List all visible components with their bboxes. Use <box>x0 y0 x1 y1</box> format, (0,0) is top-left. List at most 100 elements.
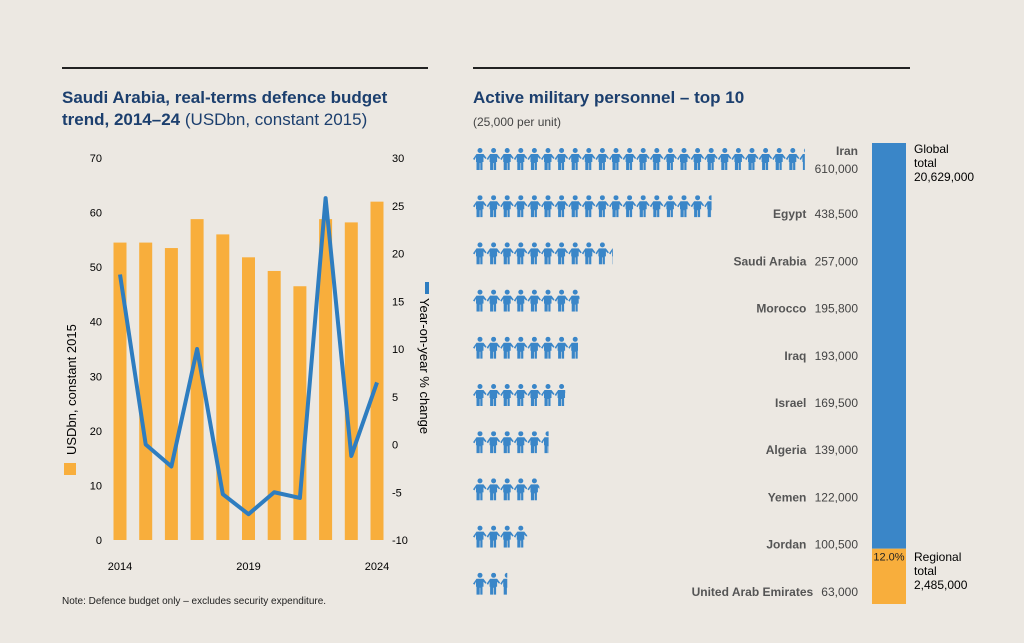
soldier-icon <box>500 572 508 595</box>
soldier-icon <box>486 242 501 265</box>
global-total-label: Global <box>914 142 949 156</box>
soldier-icon <box>731 148 745 170</box>
soldier-icon <box>745 148 759 170</box>
soldier-icon <box>595 195 609 218</box>
soldier-icon <box>595 242 609 265</box>
right-tick-label: -10 <box>392 535 408 547</box>
value-label: 438,500 <box>815 207 859 221</box>
soldier-icon <box>486 572 501 595</box>
right-tick-label: 10 <box>392 344 404 356</box>
soldier-icon <box>513 478 528 501</box>
soldier-icon <box>581 195 596 218</box>
value-label: 193,000 <box>815 349 859 363</box>
soldier-icon <box>473 478 487 501</box>
global-total-label: 20,629,000 <box>914 170 974 184</box>
budget-bar <box>344 222 358 540</box>
soldier-icon <box>473 289 487 312</box>
left-tick-label: 0 <box>96 535 102 547</box>
soldier-icon <box>473 195 487 218</box>
soldier-icon <box>500 289 514 312</box>
budget-bar <box>139 242 153 541</box>
soldier-icon <box>581 242 596 265</box>
soldier-icon <box>554 289 569 312</box>
value-label: 257,000 <box>815 254 859 268</box>
soldier-icon <box>500 384 514 406</box>
soldier-icon <box>513 336 528 359</box>
country-label: Yemen <box>768 490 807 504</box>
soldier-icon <box>473 336 487 359</box>
soldier-icon <box>513 195 528 218</box>
soldier-icon <box>717 148 732 170</box>
soldier-icon <box>554 148 569 170</box>
left-axis-label: USDbn, constant 2015 <box>64 324 79 475</box>
soldier-icon <box>486 336 501 359</box>
soldier-icon <box>486 525 501 548</box>
soldier-icon <box>677 148 691 170</box>
soldier-icon <box>513 431 528 454</box>
soldier-icon <box>690 148 705 170</box>
global-total-bar <box>872 143 906 549</box>
soldier-icon <box>486 289 501 312</box>
soldier-icon <box>513 384 528 406</box>
right-tick-label: 15 <box>392 296 404 308</box>
title-unit: (USDbn, constant 2015) <box>184 110 368 129</box>
country-label: Jordan <box>766 538 806 552</box>
soldier-icon <box>541 289 555 312</box>
right-tick-label: 30 <box>392 153 404 165</box>
soldier-icon <box>649 148 664 170</box>
soldier-icon <box>568 289 580 312</box>
left-tick-label: 50 <box>90 262 102 274</box>
soldier-icon <box>609 242 613 265</box>
right-chart-title: Active military personnel – top 10 <box>473 88 745 107</box>
soldier-icon <box>527 478 540 501</box>
soldier-icon <box>677 195 691 218</box>
soldier-icon <box>568 148 582 170</box>
right-chart-subtitle: (25,000 per unit) <box>473 115 562 129</box>
soldier-icon <box>513 148 528 170</box>
right-axis-label: Year-on-year % change <box>417 282 432 434</box>
pictogram-row <box>473 525 528 548</box>
soldier-icon <box>541 242 555 265</box>
soldier-icon <box>554 242 569 265</box>
regional-share-label: 12.0% <box>873 552 904 564</box>
soldier-icon <box>486 478 501 501</box>
budget-bar <box>293 286 307 540</box>
title-text: Saudi Arabia, real-terms defence budget … <box>62 88 388 129</box>
left-tick-label: 20 <box>90 426 102 438</box>
left-tick-label: 60 <box>90 208 102 220</box>
budget-bar <box>216 234 230 540</box>
soldier-icon <box>541 431 549 454</box>
regional-total-label: Regional <box>914 550 961 564</box>
soldier-icon <box>500 431 514 454</box>
right-tick-label: 25 <box>392 201 404 213</box>
pictogram-row <box>473 336 578 359</box>
left-top-rule <box>62 67 428 69</box>
budget-bar <box>319 219 333 540</box>
pictogram-row <box>473 431 549 454</box>
soldier-icon <box>473 242 487 265</box>
right-tick-label: -5 <box>392 487 402 499</box>
soldier-icon <box>799 148 805 170</box>
soldier-icon <box>704 195 712 218</box>
soldier-icon <box>500 148 514 170</box>
x-tick-label: 2024 <box>365 561 389 573</box>
country-label: Egypt <box>773 207 806 221</box>
country-label: Iraq <box>784 349 806 363</box>
soldier-icon <box>636 195 650 218</box>
soldier-icon <box>500 242 514 265</box>
soldier-icon <box>527 242 541 265</box>
left-tick-label: 10 <box>90 480 102 492</box>
soldier-icon <box>772 148 786 170</box>
soldier-icon <box>527 431 541 454</box>
regional-total-bar <box>872 548 906 604</box>
pictogram-row <box>473 289 580 312</box>
value-label: 63,000 <box>821 585 858 599</box>
value-label: 122,000 <box>815 490 859 504</box>
budget-bar <box>190 219 204 540</box>
budget-bar <box>242 257 255 540</box>
soldier-icon <box>527 525 528 548</box>
soldier-icon <box>500 336 514 359</box>
soldier-icon <box>541 195 555 218</box>
pictogram-row <box>473 195 712 218</box>
soldier-icon <box>568 336 578 359</box>
